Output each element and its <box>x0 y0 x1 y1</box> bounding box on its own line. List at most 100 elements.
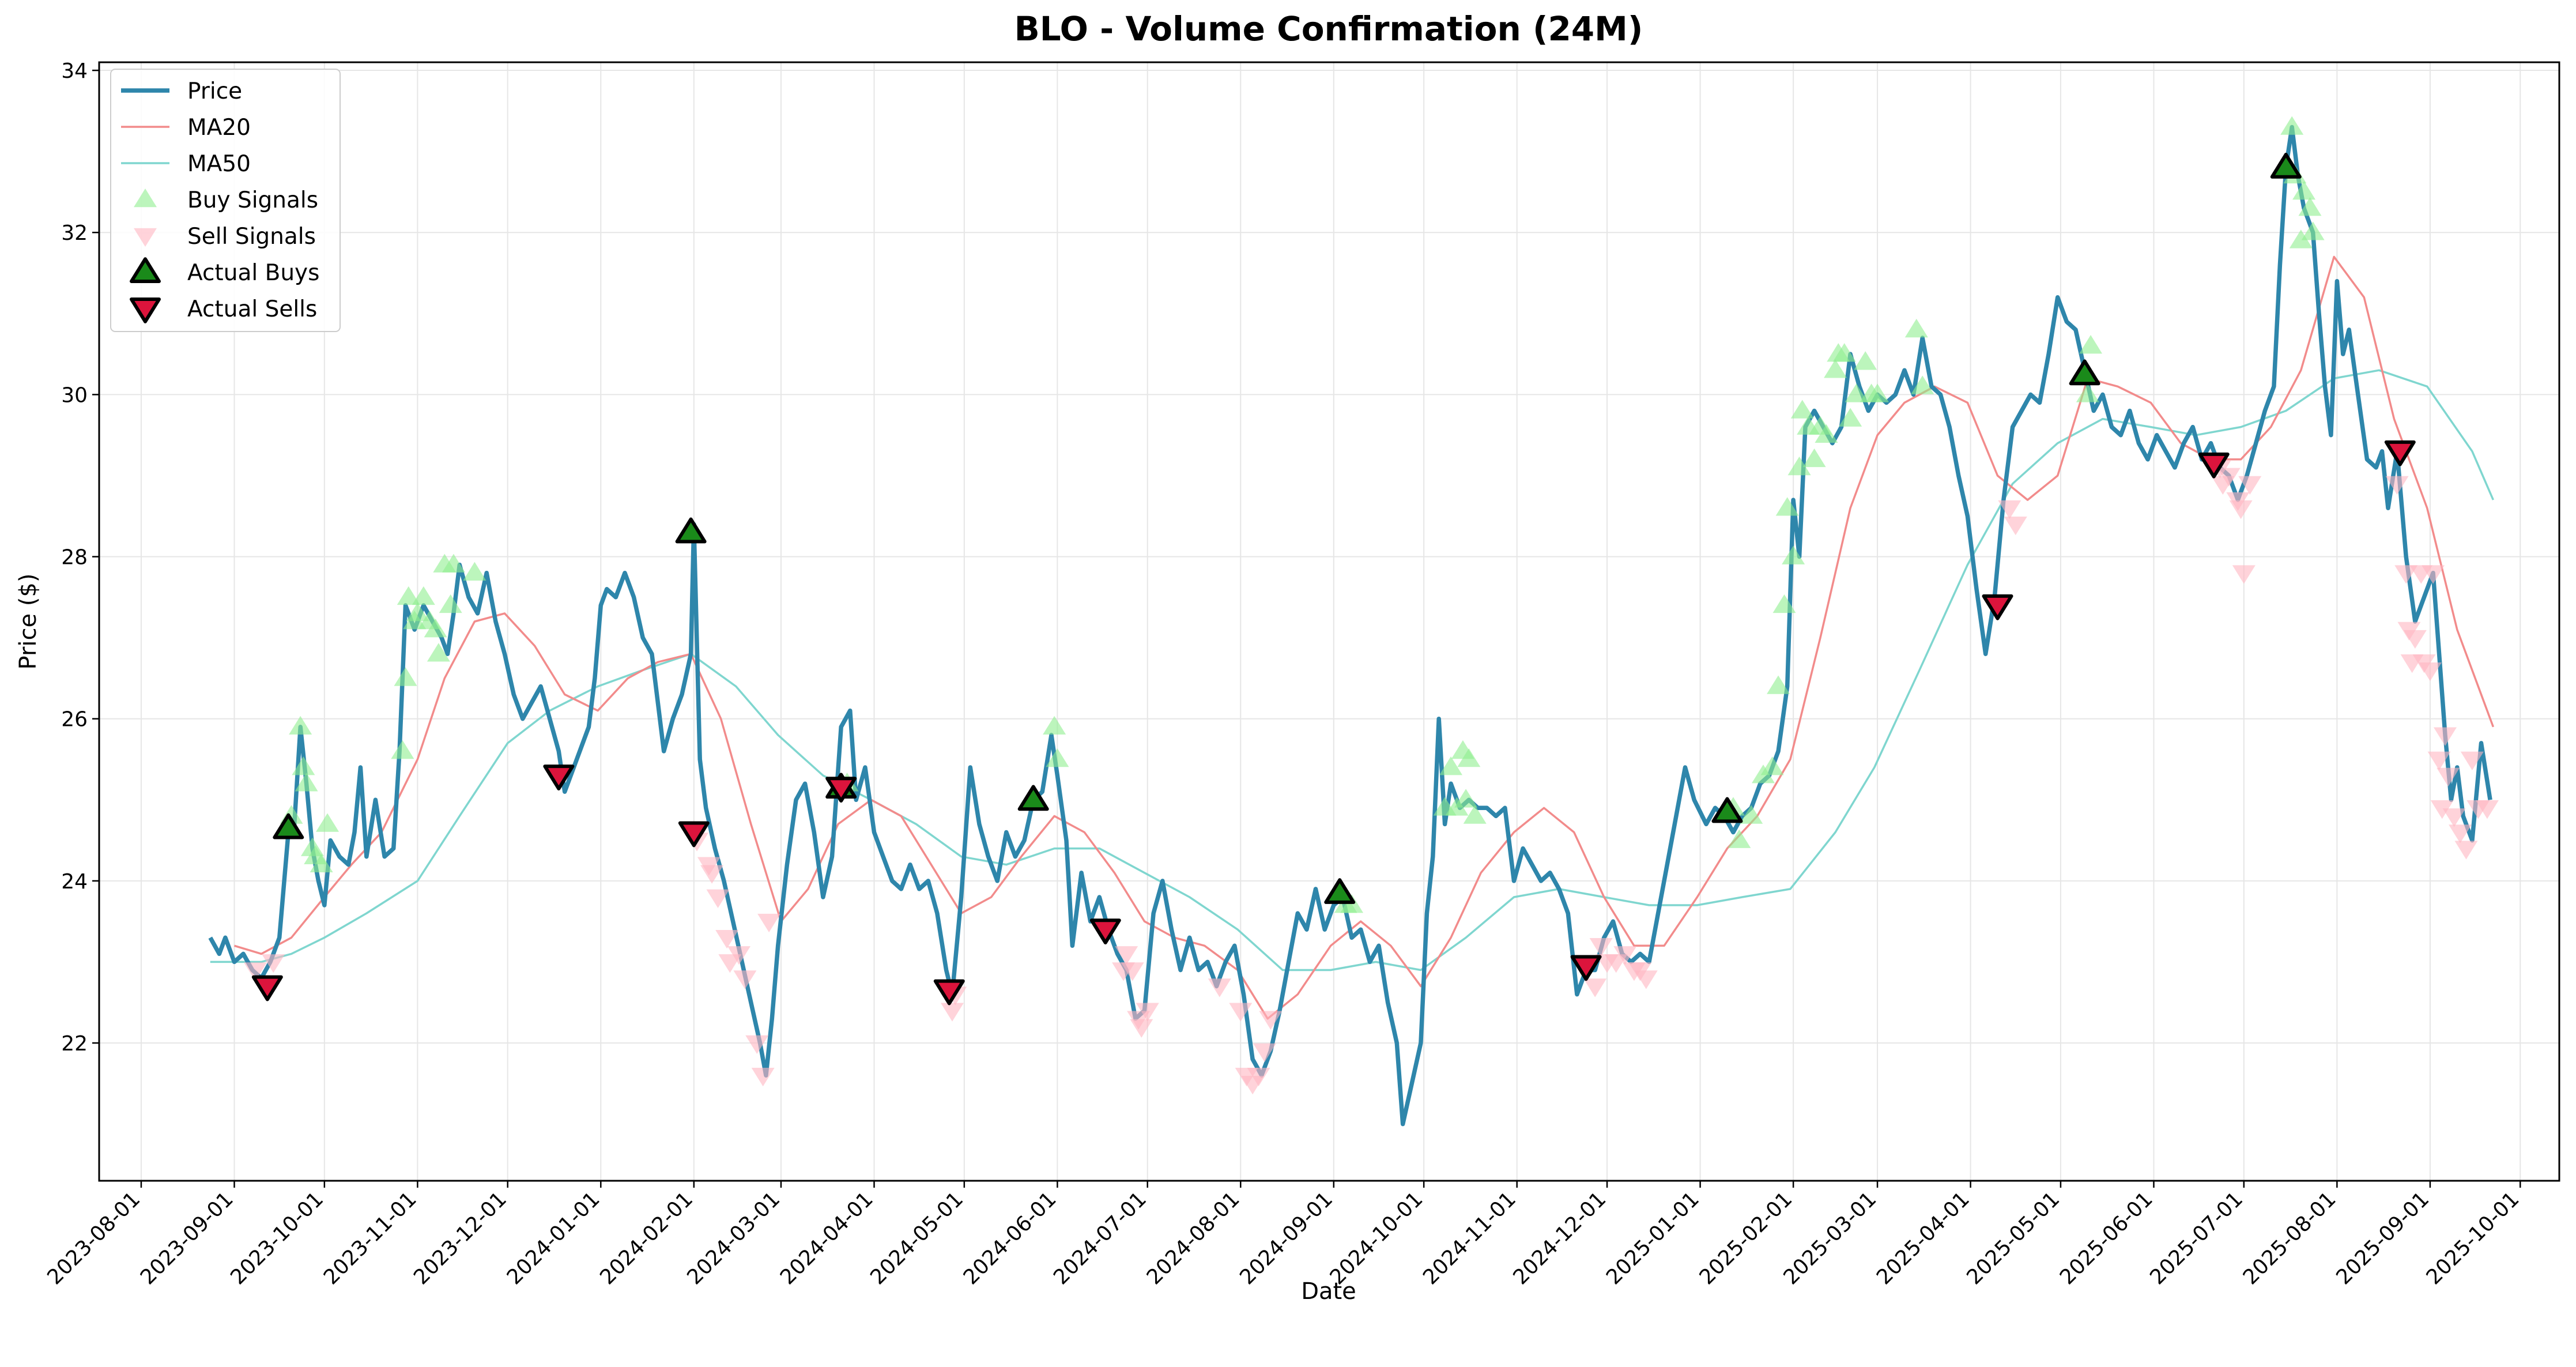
y-axis-ticks: 22 24 26 28 30 32 34 <box>61 59 99 1056</box>
sell-signal-marker <box>2442 808 2466 827</box>
sell-signal-marker <box>727 946 750 965</box>
sell-signal-marker <box>1583 978 1607 997</box>
sell-signal-marker <box>2437 767 2460 787</box>
buy-signal-marker <box>292 756 315 775</box>
y-tick-label: 26 <box>61 708 88 732</box>
y-tick-label: 28 <box>61 546 88 570</box>
actual-sell-marker <box>2198 452 2230 479</box>
sell-signal-marker <box>940 1003 964 1022</box>
buy-signal-marker <box>2289 229 2313 248</box>
actual-buy-marker <box>273 813 304 839</box>
sell-signal-marker <box>2394 565 2418 584</box>
legend-swatch-buy-signals <box>134 189 157 208</box>
buy-signal-marker <box>1439 756 1463 775</box>
buy-signal-marker <box>439 594 462 613</box>
buy-signal-marker <box>1845 383 1868 402</box>
buy-signal-marker <box>442 553 465 573</box>
sell-signal-marker <box>2460 751 2484 770</box>
actual-buy-marker <box>1017 785 1049 811</box>
actual-sell-marker <box>251 975 283 1001</box>
sell-signal-marker <box>757 913 781 933</box>
buy-signal-marker <box>1454 789 1478 808</box>
sell-signal-marker <box>243 962 267 981</box>
buy-signal-marker <box>1854 351 1877 370</box>
buy-signal-marker <box>1772 594 1796 613</box>
buy-signal-marker <box>1824 359 1847 378</box>
sell-signal-marker <box>2430 800 2454 819</box>
legend-label-ma20: MA20 <box>187 115 251 141</box>
signal-markers <box>243 116 2499 1095</box>
sell-signal-marker <box>733 970 757 989</box>
actual-sell-marker <box>2384 440 2416 466</box>
buy-signal-marker <box>310 853 333 873</box>
sell-signal-marker <box>2403 630 2427 649</box>
sell-signal-marker <box>700 865 724 884</box>
sell-signal-marker <box>2232 565 2256 584</box>
buy-signal-marker <box>463 562 486 581</box>
buy-signal-marker <box>316 813 340 832</box>
sell-signal-marker <box>1115 946 1138 965</box>
legend-label-sell-signals: Sell Signals <box>187 224 316 250</box>
sell-signal-marker <box>2475 800 2499 819</box>
sell-signal-marker <box>2422 565 2445 584</box>
sell-signal-marker <box>1136 1003 1159 1022</box>
buy-signal-marker <box>2076 383 2099 402</box>
sell-signal-marker <box>2229 500 2253 519</box>
sell-signal-marker <box>1121 962 1144 981</box>
buy-signal-marker <box>1782 545 1805 564</box>
sell-signal-marker <box>1998 500 2021 519</box>
sell-signal-marker <box>1253 1043 1276 1063</box>
sell-signal-marker <box>1247 1067 1270 1087</box>
sell-signal-marker <box>1613 946 1637 965</box>
sell-signal-marker <box>2217 468 2241 487</box>
actual-sell-marker <box>543 765 575 790</box>
sell-signal-marker <box>751 1067 775 1087</box>
actual-buy-marker <box>2069 359 2100 386</box>
legend-box <box>110 69 341 332</box>
buy-signal-marker <box>1911 375 1934 394</box>
legend-swatch-actual-sells <box>130 297 161 323</box>
buy-signal-marker <box>2292 180 2316 200</box>
sell-signal-marker <box>745 1035 769 1055</box>
ma20-line <box>233 255 2495 1020</box>
buy-signal-marker <box>1802 448 1826 468</box>
sell-signal-marker <box>2004 517 2027 536</box>
sell-signal-marker <box>1130 1019 1153 1038</box>
buy-signal-marker <box>397 586 420 605</box>
actual-buy-marker <box>1324 878 1356 904</box>
buy-signal-marker <box>1046 748 1069 767</box>
sell-signal-marker <box>1589 938 1613 957</box>
buy-signal-marker <box>1815 424 1838 443</box>
buy-signal-marker <box>412 586 435 605</box>
y-tick-label: 32 <box>61 221 88 245</box>
buy-signal-marker <box>1775 497 1799 516</box>
actual-sell-marker <box>1570 955 1602 981</box>
buy-signal-marker <box>1787 456 1811 476</box>
legend-label-actual-buys: Actual Buys <box>187 260 319 286</box>
legend-label-actual-sells: Actual Sells <box>187 296 317 322</box>
sell-signal-marker <box>2449 824 2472 843</box>
legend-label-price: Price <box>187 78 242 104</box>
sell-signal-marker <box>262 954 285 973</box>
y-tick-label: 34 <box>61 59 88 83</box>
buy-signal-marker <box>1463 805 1487 824</box>
buy-signal-marker <box>1760 756 1784 775</box>
buy-signal-marker <box>2079 335 2103 354</box>
buy-signal-marker <box>2298 197 2322 216</box>
buy-signal-marker <box>1839 408 1862 427</box>
y-tick-label: 22 <box>61 1032 88 1056</box>
grid <box>99 62 2559 1181</box>
sell-signal-marker <box>1259 1011 1283 1030</box>
y-tick-label: 24 <box>61 870 88 894</box>
legend-label-buy-signals: Buy Signals <box>187 187 318 213</box>
buy-signal-marker <box>2280 116 2304 135</box>
legend-swatch-sell-signals <box>134 228 157 247</box>
buy-signal-marker <box>1904 318 1928 338</box>
legend-swatch-actual-buys <box>130 257 161 283</box>
y-tick-label: 30 <box>61 383 88 407</box>
sell-signal-marker <box>2427 751 2451 770</box>
y-axis-label: Price ($) <box>15 574 42 670</box>
buy-signal-marker <box>1457 748 1481 767</box>
